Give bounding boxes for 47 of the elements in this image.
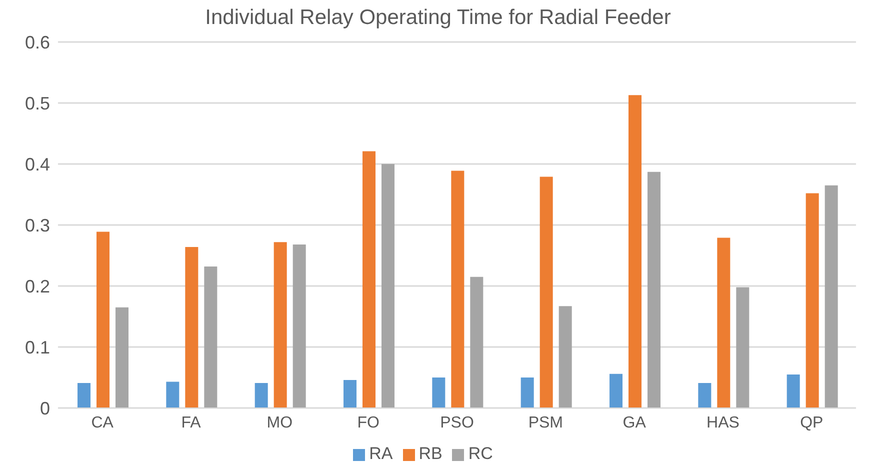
y-tick-label: 0.6 [24, 32, 50, 52]
bar [116, 307, 129, 408]
bar [786, 374, 800, 408]
bar [736, 287, 750, 408]
x-tick-label: HAS [706, 414, 740, 432]
bar [362, 151, 376, 408]
bar [628, 95, 642, 408]
bar [540, 176, 553, 408]
y-tick-label: 0.2 [24, 276, 50, 296]
bar [824, 185, 838, 408]
bar [344, 380, 357, 408]
bar [96, 232, 110, 408]
legend-label: RB [418, 444, 442, 463]
bar [292, 244, 306, 408]
bar [166, 382, 180, 408]
bar [274, 242, 287, 408]
x-tick-label: QP [800, 414, 824, 432]
x-tick-label: FA [181, 414, 202, 432]
bar [382, 164, 395, 408]
y-tick-label: 0.4 [24, 154, 50, 174]
chart-title: Individual Relay Operating Time for Radial Feeder [204, 6, 672, 30]
bar [204, 266, 218, 408]
x-tick-label: PSO [440, 414, 474, 432]
x-tick-label: PSM [528, 414, 564, 432]
bar [254, 382, 268, 408]
y-tick-label: 0.3 [24, 215, 50, 236]
bar [610, 374, 623, 408]
bar [432, 378, 446, 408]
x-tick-label: FO [357, 414, 380, 432]
bar [470, 276, 484, 408]
y-tick-label: 0.5 [24, 93, 50, 114]
legend-label: RC [468, 444, 493, 463]
x-tick-label: CA [91, 414, 114, 432]
bar [698, 382, 712, 408]
bar [520, 378, 534, 408]
bar [78, 382, 91, 408]
x-tick-label: MO [266, 414, 293, 432]
bar [648, 172, 661, 408]
bar [185, 246, 198, 408]
bar [558, 306, 572, 408]
y-tick-label: 0.1 [24, 337, 50, 358]
bar [451, 170, 464, 408]
bar [717, 238, 730, 408]
legend-label: RA [369, 444, 393, 463]
bar [806, 193, 819, 408]
y-tick-label: 0 [40, 398, 50, 418]
x-tick-label: GA [622, 414, 646, 432]
